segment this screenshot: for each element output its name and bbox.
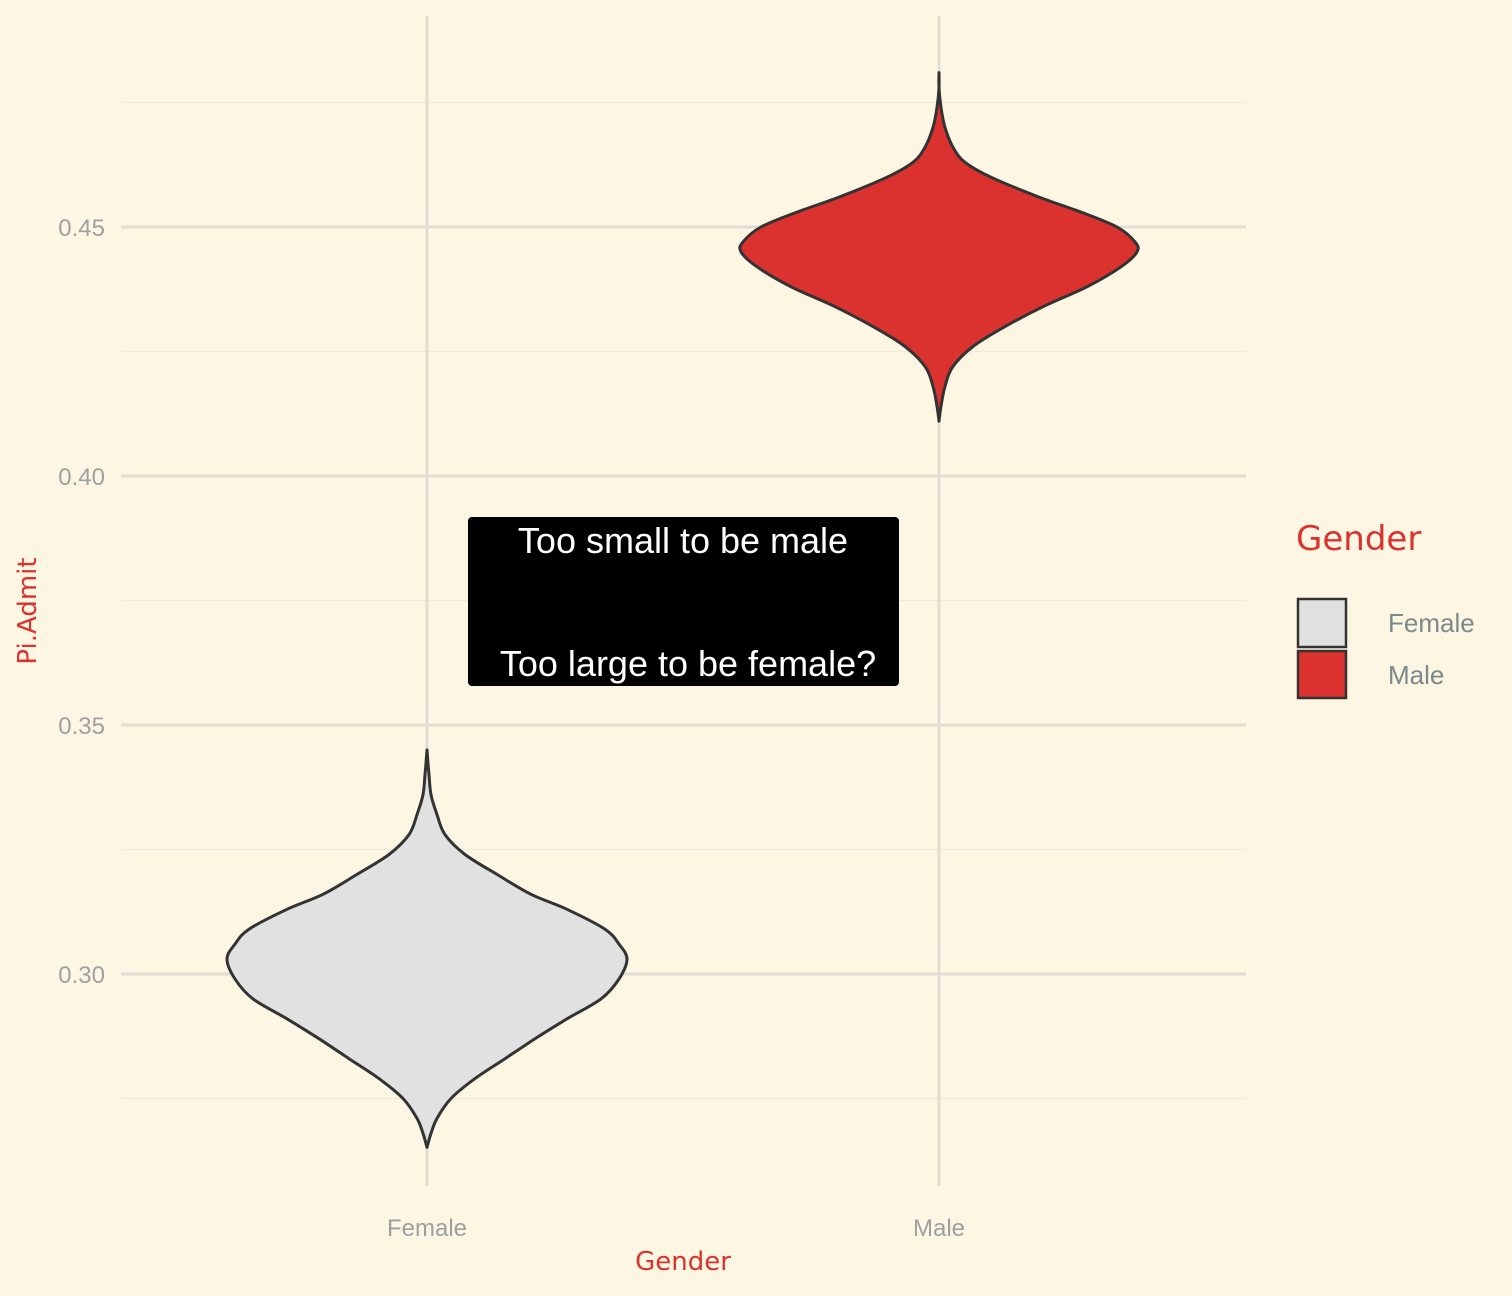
y-tick-label: 0.40	[58, 464, 105, 491]
y-tick-label: 0.30	[58, 962, 105, 989]
annotation-background	[468, 517, 899, 686]
legend-label-female: Female	[1388, 608, 1475, 638]
y-axis-title: Pi.Admit	[13, 557, 43, 664]
annotation-line-1: Too small to be male	[518, 520, 848, 561]
legend-label-male: Male	[1388, 660, 1444, 690]
annotation-box: Too small to be male Too large to be fem…	[468, 517, 899, 686]
legend-key-male	[1296, 649, 1348, 700]
legend-key-female	[1296, 597, 1348, 649]
violins	[225, 71, 1140, 1149]
legend-title: Gender	[1296, 519, 1421, 559]
x-axis-title: Gender	[635, 1247, 731, 1277]
annotation-line-3: Too large to be female?	[500, 643, 876, 684]
axis-ticks: 0.30 0.35 0.40 0.45 Female Male	[58, 215, 965, 1242]
x-tick-label: Male	[913, 1215, 965, 1242]
violin-female	[225, 748, 629, 1149]
y-tick-label: 0.45	[58, 215, 105, 242]
legend: Gender Female Male	[1296, 519, 1475, 700]
x-tick-label: Female	[387, 1215, 467, 1242]
violin-male	[738, 71, 1140, 423]
y-tick-label: 0.35	[58, 713, 105, 740]
